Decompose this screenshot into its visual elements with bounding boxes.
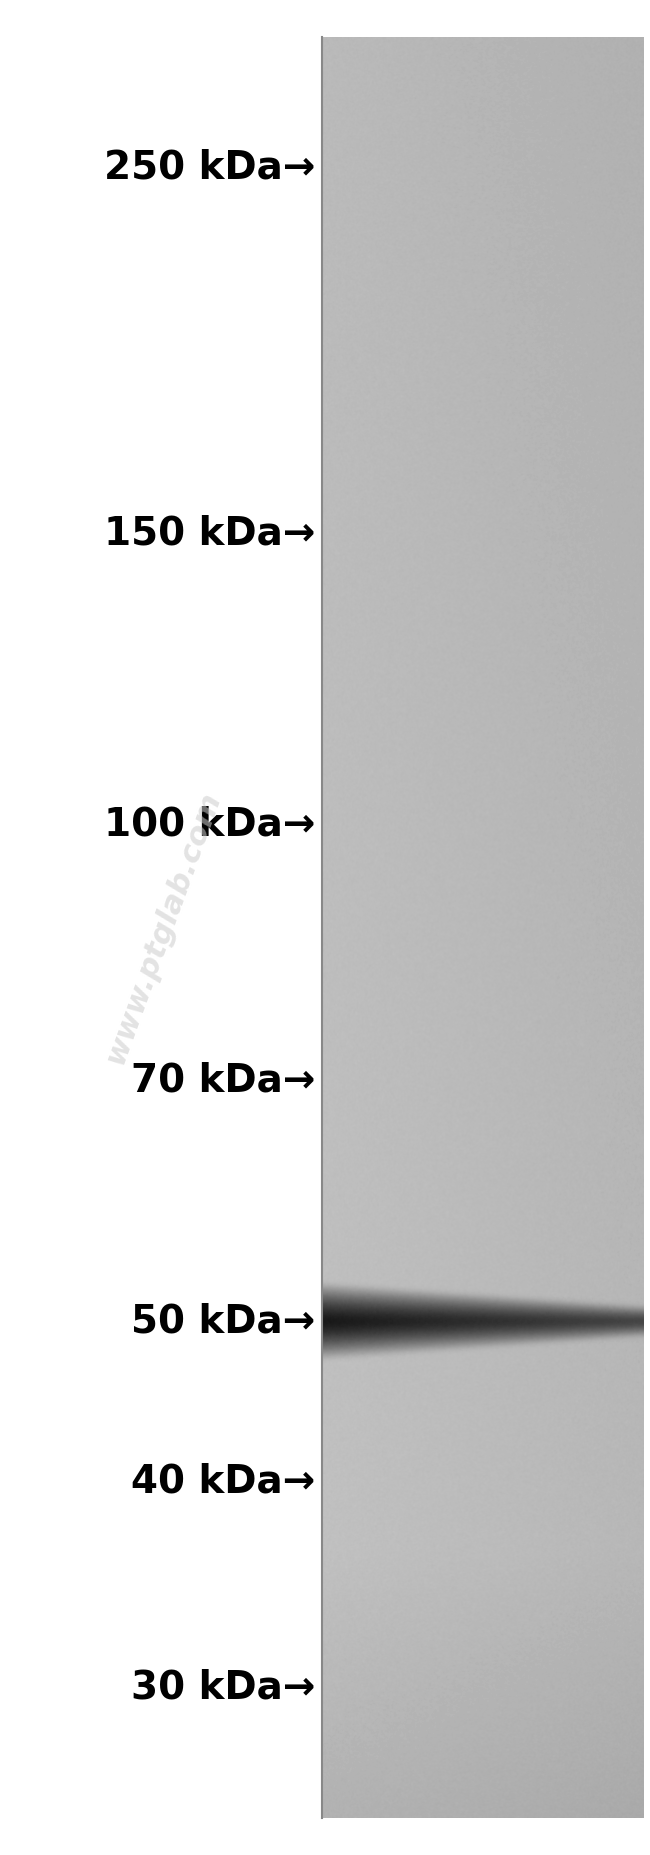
Text: 70 kDa→: 70 kDa→ [131, 1061, 315, 1098]
Text: 100 kDa→: 100 kDa→ [104, 805, 315, 844]
Text: 40 kDa→: 40 kDa→ [131, 1462, 315, 1501]
Text: 30 kDa→: 30 kDa→ [131, 1668, 315, 1707]
Text: 150 kDa→: 150 kDa→ [104, 516, 315, 553]
Text: www.ptglab.com: www.ptglab.com [99, 787, 226, 1068]
Text: 50 kDa→: 50 kDa→ [131, 1302, 315, 1339]
Text: 250 kDa→: 250 kDa→ [104, 148, 315, 187]
